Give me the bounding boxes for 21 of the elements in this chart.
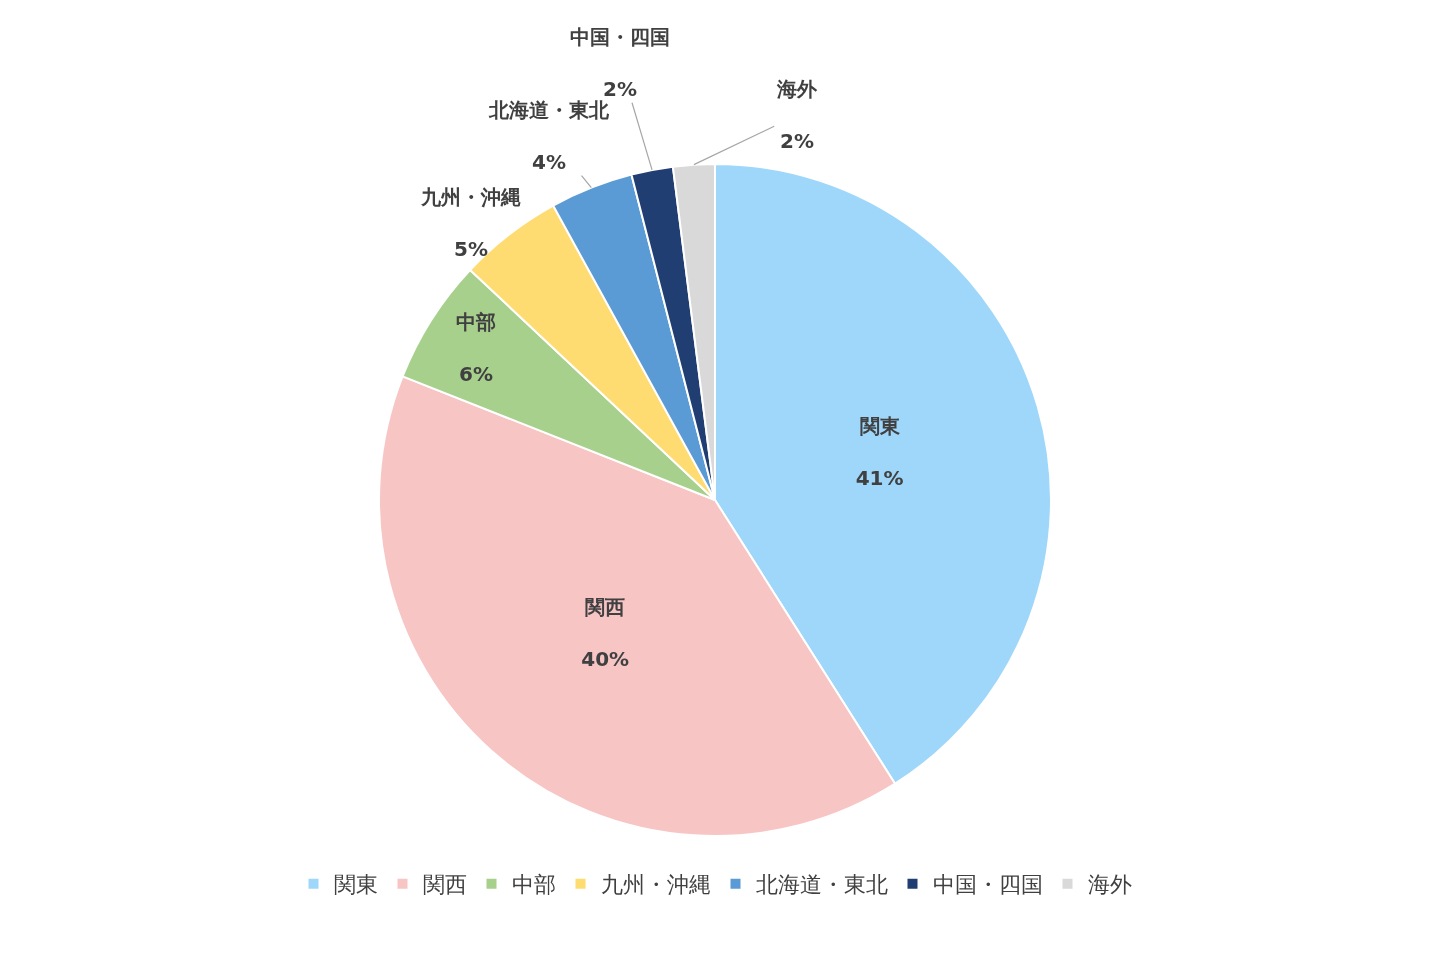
data-label: 4% — [532, 150, 566, 174]
legend-label: 関東 — [333, 872, 378, 898]
slice-label: 中部 — [456, 310, 497, 335]
legend-label: 海外 — [1087, 872, 1132, 898]
legend-label: 中国・四国 — [932, 872, 1043, 898]
data-label: 41% — [855, 466, 904, 491]
slice-label: 関東 — [859, 414, 900, 439]
data-label: 6% — [459, 362, 494, 387]
data-label: 2% — [603, 77, 637, 101]
data-label: 2% — [780, 129, 814, 153]
data-label: 40% — [581, 646, 630, 671]
legend-label: 中部 — [511, 872, 556, 898]
data-label: 5% — [454, 237, 488, 261]
legend-label: 北海道・東北 — [755, 872, 888, 898]
slice-label: 九州・沖縄 — [420, 185, 521, 209]
category-label: 中国・四国 — [570, 25, 670, 49]
category-label: 海外 — [777, 77, 817, 101]
legend-label: 九州・沖縄 — [600, 872, 711, 898]
slice-label: 関西 — [585, 594, 626, 619]
category-label: 北海道・東北 — [489, 98, 609, 122]
legend-label: 関西 — [422, 872, 467, 898]
